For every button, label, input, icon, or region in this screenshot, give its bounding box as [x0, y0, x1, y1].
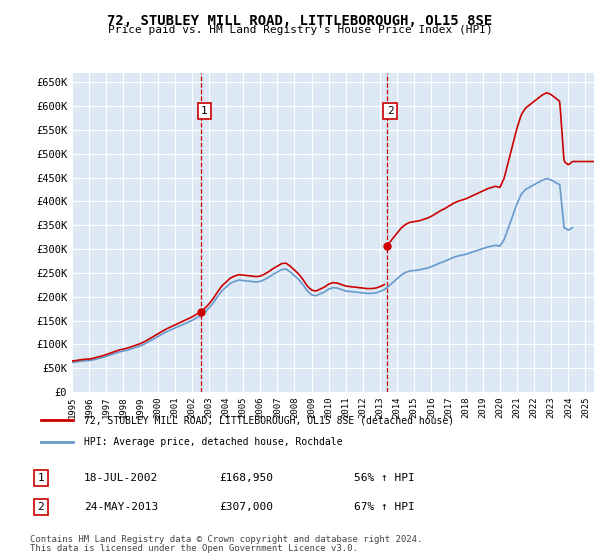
Text: 24-MAY-2013: 24-MAY-2013	[84, 502, 158, 512]
Text: 56% ↑ HPI: 56% ↑ HPI	[354, 473, 415, 483]
Text: £168,950: £168,950	[219, 473, 273, 483]
Text: 72, STUBLEY MILL ROAD, LITTLEBOROUGH, OL15 8SE: 72, STUBLEY MILL ROAD, LITTLEBOROUGH, OL…	[107, 14, 493, 28]
Text: 67% ↑ HPI: 67% ↑ HPI	[354, 502, 415, 512]
Text: HPI: Average price, detached house, Rochdale: HPI: Average price, detached house, Roch…	[84, 437, 343, 447]
Text: 2: 2	[37, 502, 44, 512]
Text: 2: 2	[387, 106, 394, 116]
Text: This data is licensed under the Open Government Licence v3.0.: This data is licensed under the Open Gov…	[30, 544, 358, 553]
Text: 72, STUBLEY MILL ROAD, LITTLEBOROUGH, OL15 8SE (detached house): 72, STUBLEY MILL ROAD, LITTLEBOROUGH, OL…	[84, 415, 454, 425]
Text: 1: 1	[201, 106, 208, 116]
Text: 18-JUL-2002: 18-JUL-2002	[84, 473, 158, 483]
Text: 1: 1	[37, 473, 44, 483]
Text: Price paid vs. HM Land Registry's House Price Index (HPI): Price paid vs. HM Land Registry's House …	[107, 25, 493, 35]
Text: Contains HM Land Registry data © Crown copyright and database right 2024.: Contains HM Land Registry data © Crown c…	[30, 535, 422, 544]
Text: £307,000: £307,000	[219, 502, 273, 512]
